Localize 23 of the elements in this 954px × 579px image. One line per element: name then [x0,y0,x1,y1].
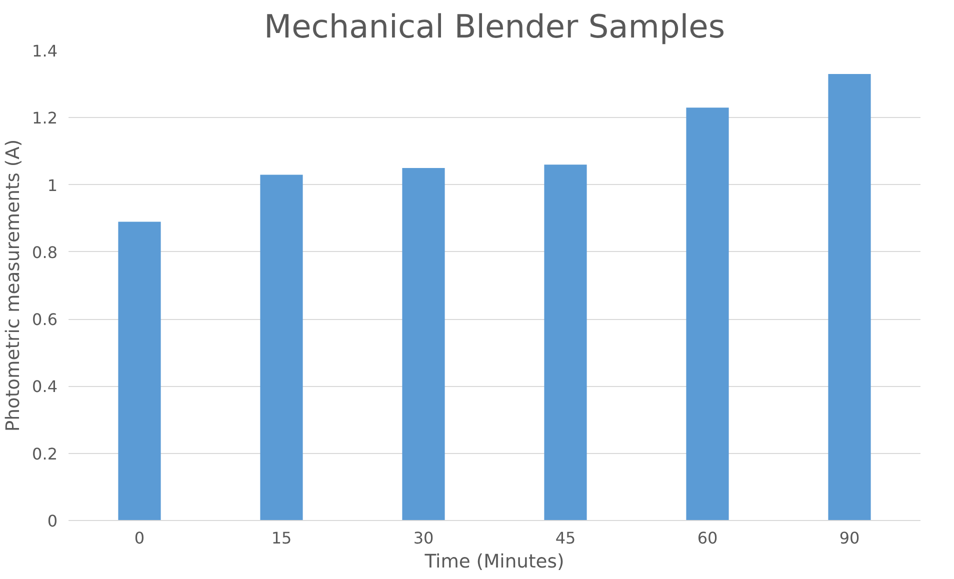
x-axis-title: Time (Minutes) [424,552,564,572]
y-axis-title: Photometric measurements (A) [3,139,24,432]
y-tick-label: 0.8 [32,242,58,262]
x-tick-label: 15 [271,528,292,548]
bar [118,222,161,520]
x-tick-label: 90 [839,528,860,548]
y-tick-label: 0.6 [32,310,58,330]
y-tick-label: 0.2 [32,444,58,464]
x-tick-label: 60 [697,528,718,548]
x-tick-label: 0 [134,528,145,548]
x-tick-label: 30 [413,528,434,548]
y-tick-label: 1.4 [32,42,58,60]
bar [260,174,303,520]
y-tick-label: 0 [47,512,58,530]
bar [686,108,729,520]
chart-title: Mechanical Blender Samples [264,8,726,46]
y-tick-label: 0.4 [32,377,58,396]
bar [544,164,587,520]
bar [828,74,871,520]
bar [402,168,445,520]
x-tick-label: 45 [555,528,576,548]
y-tick-label: 1 [47,176,58,195]
y-tick-label: 1.2 [32,108,58,128]
